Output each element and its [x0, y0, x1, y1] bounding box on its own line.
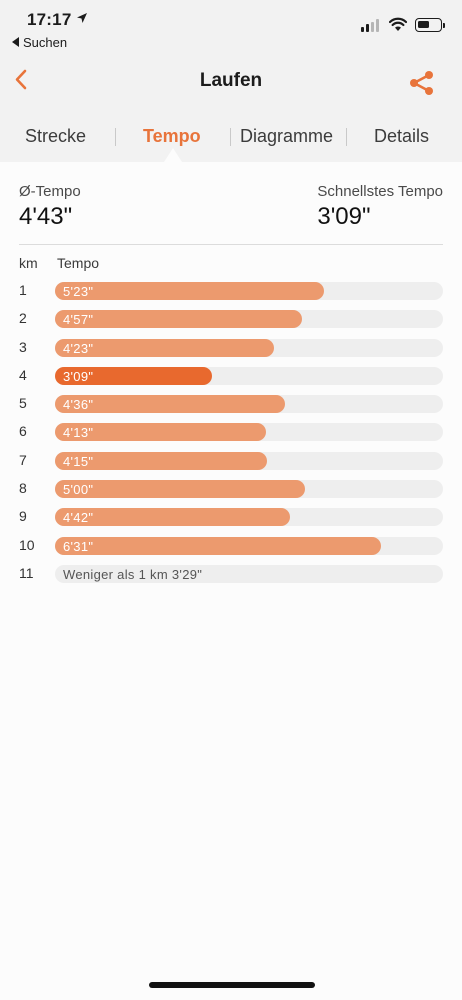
pace-bar: 4'42": [55, 508, 290, 527]
pace-row: 5 4'36": [0, 393, 462, 421]
pace-bar-label: 4'57": [63, 312, 94, 328]
pace-track: 4'57": [55, 310, 443, 329]
pace-track: 4'15": [55, 451, 443, 470]
pace-chart: 1 5'23" 2 4'57" 3 4'23" 4 3'09" 5 4'36" 6 4'13" 7 4'1…: [0, 280, 462, 591]
divider: [19, 244, 443, 245]
wifi-icon: [389, 17, 407, 31]
pace-row: 2 4'57": [0, 308, 462, 336]
tab-separator: [346, 128, 347, 146]
status-time: 17:17: [27, 10, 72, 29]
back-chevron-icon[interactable]: [10, 66, 38, 94]
pace-bar: 4'23": [55, 338, 274, 357]
tab-strecke[interactable]: Strecke: [25, 126, 87, 146]
pace-row: 1 5'23": [0, 280, 462, 308]
pace-bar: 4'36": [55, 395, 285, 414]
pace-track: Weniger als 1 km 3'29": [55, 564, 443, 583]
km-label: 2: [19, 310, 27, 327]
tab-separator: [230, 128, 231, 146]
km-label: 11: [19, 564, 34, 581]
battery-icon: [415, 18, 445, 32]
pace-bar: 4'13": [55, 423, 266, 442]
fastest-pace-block: Schnellstes Tempo 3'09": [317, 183, 443, 231]
km-label: 7: [19, 451, 27, 468]
partial-km-note: Weniger als 1 km 3'29": [63, 566, 203, 582]
pace-row: 4 3'09": [0, 365, 462, 393]
back-app-label: Suchen: [23, 35, 68, 50]
back-to-app-link[interactable]: Suchen: [12, 35, 67, 50]
active-tab-pointer: [164, 148, 182, 162]
pace-row: 8 5'00": [0, 478, 462, 506]
navigation-bar: Laufen: [0, 56, 462, 108]
home-indicator[interactable]: [149, 982, 315, 988]
tab-diagramme[interactable]: Diagramme: [240, 126, 334, 146]
km-label: 8: [19, 480, 27, 497]
pace-row: 6 4'13": [0, 421, 462, 449]
pace-track: 4'23": [55, 338, 443, 357]
pace-bar: 5'23": [55, 282, 324, 300]
pace-bar: 5'00": [55, 480, 305, 499]
pace-track: 5'00": [55, 480, 443, 499]
pace-bar: 6'31": [55, 536, 381, 555]
average-pace-value: 4'43": [19, 203, 73, 230]
pace-track: 6'31": [55, 536, 443, 555]
km-label: 1: [19, 282, 27, 298]
pace-row: 10 6'31": [0, 535, 462, 563]
pace-track: 3'09": [55, 366, 443, 385]
average-pace-label: Ø-Tempo: [19, 183, 81, 200]
pace-track: 4'13": [55, 423, 443, 442]
pace-row: 11 Weniger als 1 km 3'29": [0, 563, 462, 591]
tempo-column-header: Tempo: [57, 255, 100, 271]
tab-tempo[interactable]: Tempo: [143, 126, 201, 146]
pace-bar-label: 5'00": [63, 482, 94, 498]
pace-bar: 4'57": [55, 310, 303, 329]
pace-bar-label: 4'23": [63, 340, 94, 356]
pace-bar-fastest: 3'09": [55, 366, 213, 385]
status-bar: 17:17 Suchen: [0, 0, 462, 56]
tab-bar: Strecke Tempo Diagramme Details: [0, 108, 462, 162]
pace-bar-label: 4'15": [63, 453, 94, 469]
fastest-pace-value: 3'09": [317, 203, 371, 230]
pace-row: 7 4'15": [0, 450, 462, 478]
pace-bar-label: 3'09": [63, 368, 94, 384]
pace-row: 9 4'42": [0, 506, 462, 534]
km-label: 5: [19, 395, 27, 412]
tab-details[interactable]: Details: [374, 126, 430, 146]
km-label: 9: [19, 508, 27, 525]
cellular-signal-icon: [361, 19, 381, 32]
km-label: 3: [19, 338, 27, 355]
location-arrow-icon: [77, 13, 87, 23]
pace-bar-label: 6'31": [63, 538, 94, 554]
pace-track: 4'42": [55, 508, 443, 527]
pace-track: 5'23": [55, 282, 443, 300]
km-label: 4: [19, 366, 27, 383]
pace-bar-label: 4'36": [63, 397, 94, 413]
tab-separator: [115, 128, 116, 146]
page-title: Laufen: [199, 70, 263, 91]
pace-track: 4'36": [55, 395, 443, 414]
pace-row: 3 4'23": [0, 337, 462, 365]
km-label: 10: [19, 536, 35, 553]
pace-bar: 4'15": [55, 451, 268, 470]
back-triangle-icon: [12, 37, 19, 47]
pace-bar-label: 4'42": [63, 510, 94, 526]
km-label: 6: [19, 423, 27, 440]
km-column-header: km: [19, 255, 38, 271]
share-icon[interactable]: [408, 70, 436, 96]
pace-bar-label: 4'13": [63, 425, 94, 441]
pace-bar-label: 5'23": [63, 284, 94, 299]
average-pace-block: Ø-Tempo 4'43": [19, 183, 81, 231]
fastest-pace-label: Schnellstes Tempo: [317, 183, 443, 200]
